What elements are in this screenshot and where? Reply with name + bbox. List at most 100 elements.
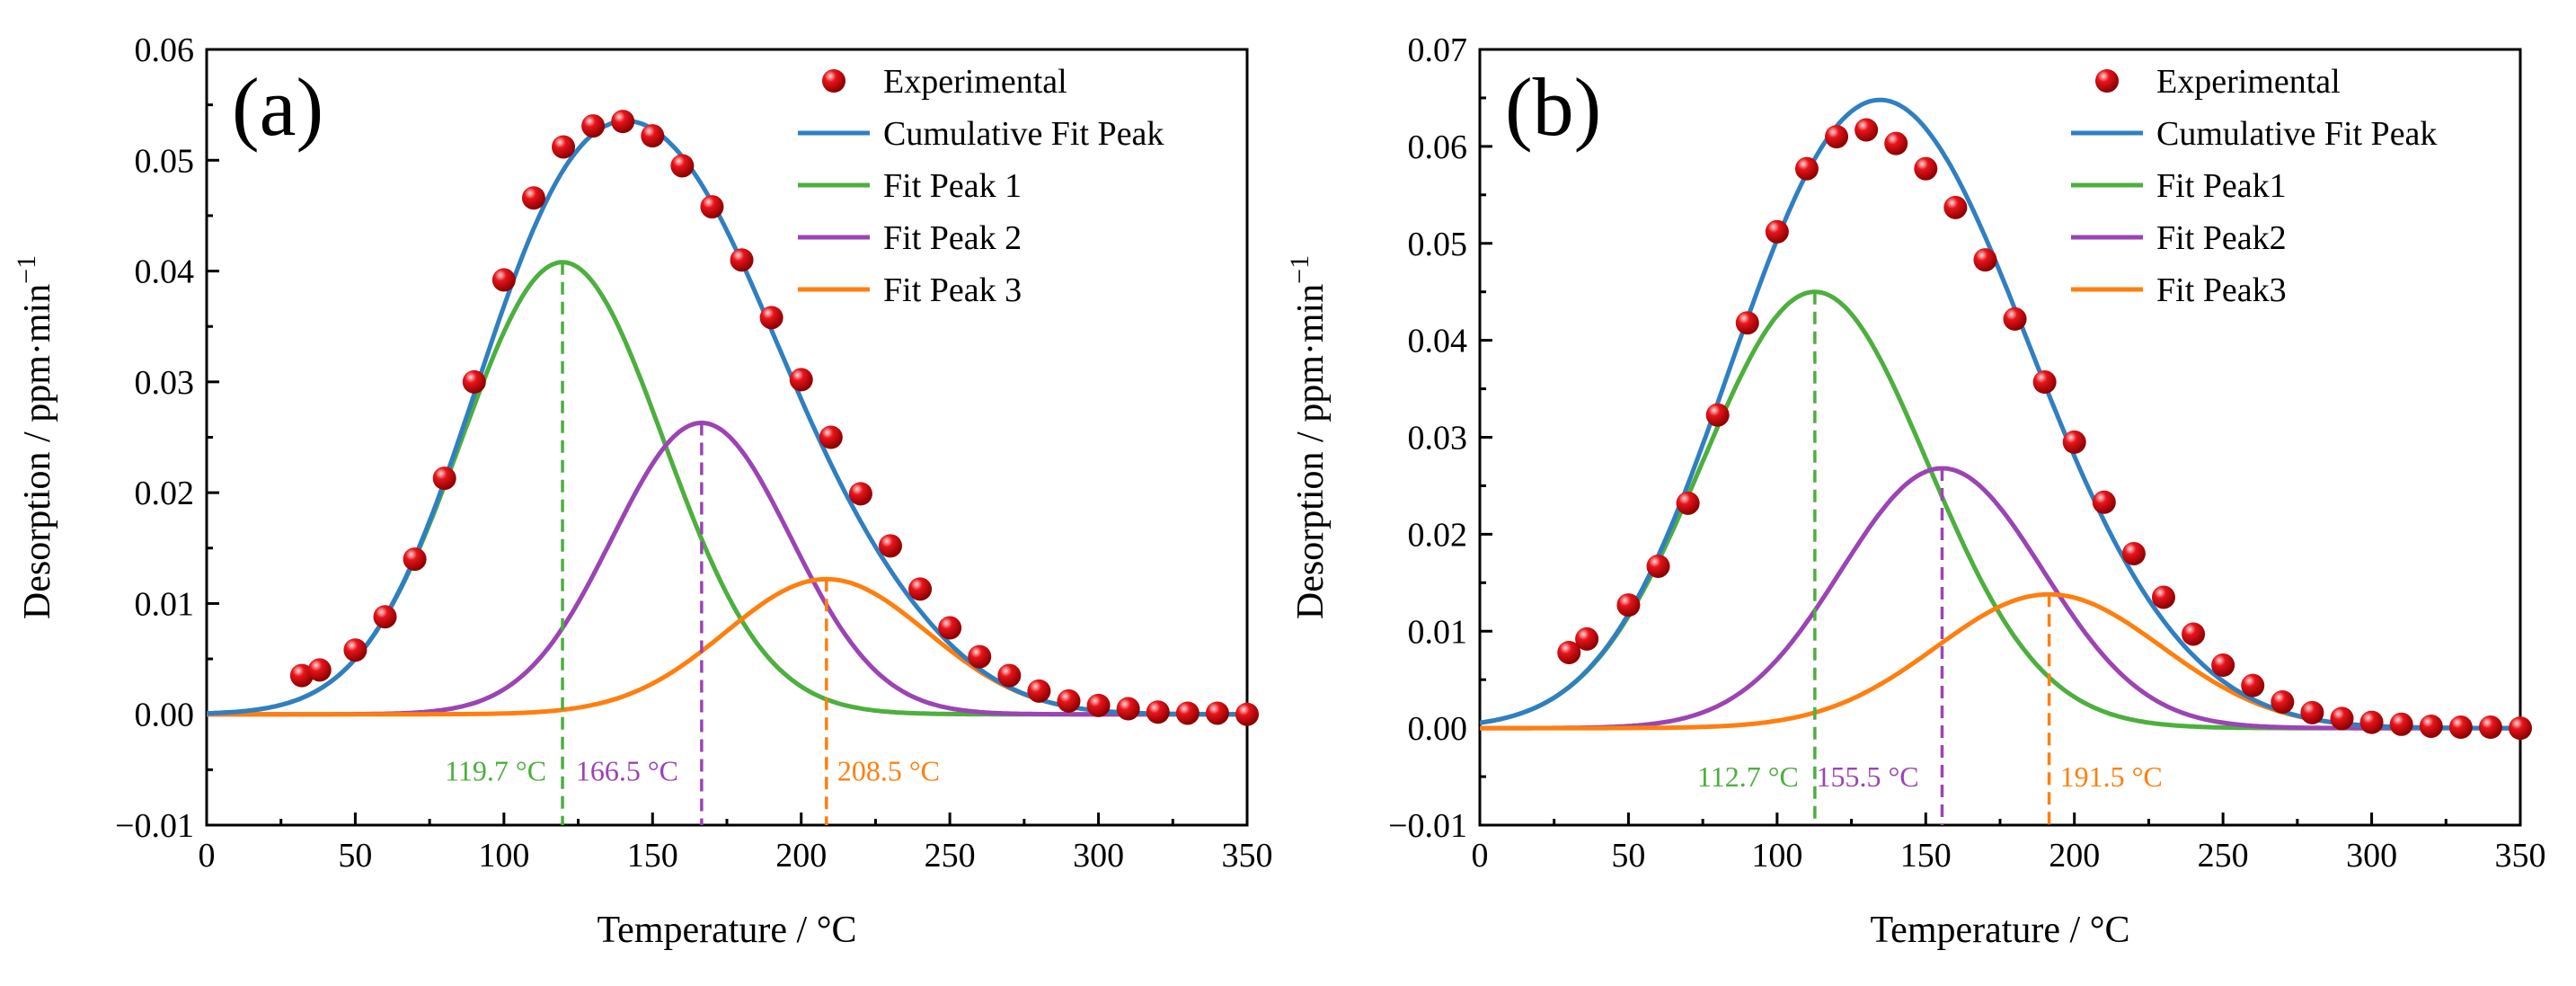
chart-panel-b: 0 50 100 150 200 250 300 350 −0.01 0.00 0.01 0.02 0.… [1285,31,2546,951]
experimental-point [968,644,992,669]
y-tick-label: 0.04 [1408,323,1468,360]
experimental-point [2359,710,2384,734]
experimental-point [1825,125,1849,149]
experimental-point [521,186,545,210]
x-tick-label: 250 [2198,837,2249,875]
experimental-point [1205,701,1229,725]
y-tick-label: 0.07 [1408,31,1468,69]
legend-label: Fit Peak2 [2156,219,2287,257]
y-tick-label: 0.06 [1408,129,1468,166]
experimental-point [2003,306,2027,331]
experimental-point [1914,156,1938,181]
experimental-point [2151,585,2175,609]
experimental-point [730,248,754,272]
y-tick-label: 0.02 [1408,516,1468,554]
experimental-point [641,124,665,148]
y-axis-title-text: Desorption / ppm·min [1290,284,1332,619]
x-tick-label: 200 [2049,837,2100,875]
experimental-point [670,154,695,178]
x-tick-label: 200 [775,837,827,875]
x-tick-label: 250 [925,837,976,875]
experimental-point [2062,430,2086,454]
experimental-point [462,369,486,394]
legend-label: Cumulative Fit Peak [2156,115,2437,153]
experimental-point [1175,701,1199,725]
experimental-point [2509,716,2532,741]
plot-area [207,118,1247,717]
legend-label: Cumulative Fit Peak [883,115,1164,153]
x-axis-title: Temperature / °C [597,910,856,951]
y-tick-label: 0.00 [1408,710,1468,748]
experimental-point [2448,715,2473,740]
y-tick-label: 0.05 [1408,226,1468,263]
experimental-point [1973,248,1997,272]
legend-label: Fit Peak3 [2156,271,2287,309]
experimental-point [997,663,1022,688]
experimental-point [700,195,724,219]
experimental-point [611,110,635,134]
experimental-point [1794,156,1819,181]
x-tick-label: 0 [1472,837,1489,875]
y-tick-label: 0.06 [135,31,195,69]
x-tick-label: 50 [338,837,372,875]
experimental-point [491,268,516,292]
experimental-point [1616,593,1641,617]
experimental-point [2389,712,2413,736]
experimental-point [2478,715,2502,740]
experimental-point [2121,541,2146,565]
y-axis-title-superscript: −1 [12,255,41,284]
y-tick-label: 0.00 [135,697,195,734]
legend: Experimental Cumulative Fit Peak Fit Peak … [798,63,1164,309]
experimental-point [1735,311,1759,335]
experimental-point [2032,370,2057,395]
experimental-point [2182,622,2206,646]
experimental-point [307,658,332,682]
peak-3-annotation: 191.5 °C [2060,760,2163,793]
experimental-point [1765,219,1789,244]
fit-peak-2-line [207,421,1247,717]
experimental-point [1235,702,1259,726]
experimental-point [789,368,813,392]
experimental-point [403,547,427,572]
y-axis-title-superscript: −1 [1285,255,1315,284]
experimental-point [1705,403,1730,427]
plot-frame [1478,48,2522,827]
experimental-point [1027,679,1051,703]
y-axis-title: Desorption / ppm·min−1 [1285,255,1332,619]
y-axis-title-text: Desorption / ppm·min [17,284,58,619]
experimental-point [1146,700,1170,724]
x-tick-label: 0 [199,837,216,875]
experimental-point [373,605,397,629]
peak-2-annotation: 155.5 °C [1816,760,1918,793]
experimental-point [1557,640,1581,664]
legend-label: Fit Peak 2 [883,219,1022,257]
peak-1-annotation: 119.7 °C [445,755,546,787]
x-tick-label: 300 [1073,837,1124,875]
chart-panel-a: 0 50 100 150 200 250 300 350 −0.01 0.00 0.01 0.02 0.… [12,31,1273,951]
x-tick-label: 100 [478,837,529,875]
y-axis-title: Desorption / ppm·min−1 [12,255,58,619]
experimental-point [2241,673,2265,697]
y-tick-label: 0.03 [1408,420,1468,457]
experimental-point [2092,490,2116,514]
x-tick-label: 150 [1900,837,1952,875]
y-tick-label: 0.01 [135,585,195,623]
y-tick-label: 0.04 [135,253,195,291]
x-tick-label: 100 [1751,837,1802,875]
experimental-point [1943,195,1968,219]
experimental-point [759,306,783,330]
experimental-point [2419,714,2443,738]
experimental-point [2300,700,2324,724]
cumulative-fit-line [207,118,1247,717]
y-tick-label: 0.05 [135,142,195,180]
y-tick-label: 0.01 [1408,613,1468,651]
y-tick-label: −0.01 [115,807,194,845]
x-tick-label: 150 [627,837,678,875]
experimental-point [343,638,367,662]
legend-marker-experimental [2095,69,2119,93]
y-tick-label: 0.02 [135,475,195,512]
panel-label: (a) [232,61,323,153]
experimental-point [1575,626,1599,651]
experimental-point [908,577,933,601]
